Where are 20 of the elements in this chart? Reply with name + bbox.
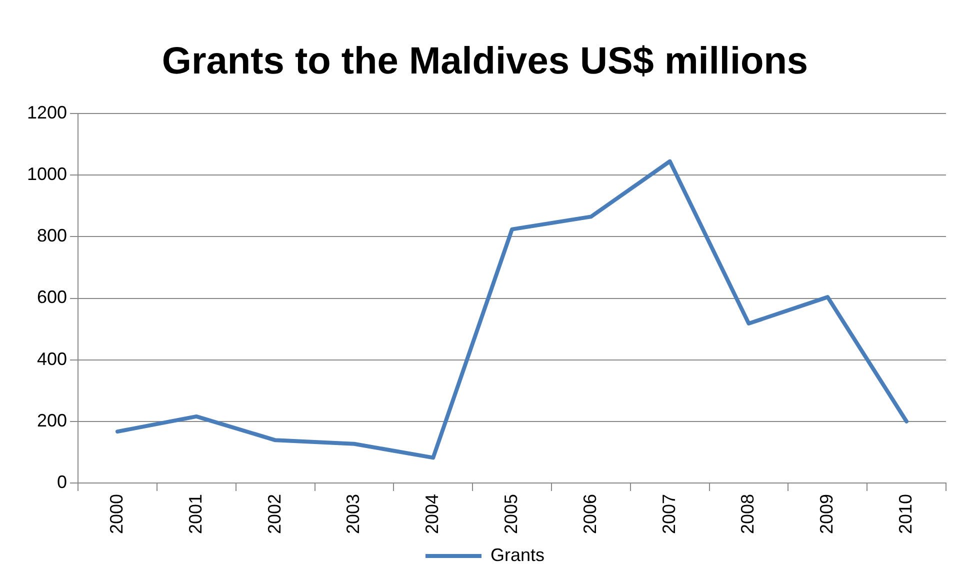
x-tick-label: 2004 xyxy=(422,494,442,534)
x-tick-label: 2002 xyxy=(264,494,284,534)
y-tick-label: 0 xyxy=(57,472,68,492)
chart-title: Grants to the Maldives US$ millions xyxy=(162,40,808,82)
x-tick-label: 2005 xyxy=(500,494,521,534)
y-tick-label: 600 xyxy=(36,287,68,308)
y-tick-label: 800 xyxy=(36,226,68,246)
x-tick-label: 2007 xyxy=(658,494,679,534)
x-tick-label: 2001 xyxy=(185,494,206,534)
x-tick-label: 2006 xyxy=(580,494,600,534)
legend-label: Grants xyxy=(490,544,545,565)
x-tick-label: 2000 xyxy=(106,494,126,534)
x-tick-label: 2010 xyxy=(896,494,916,534)
y-tick-label: 200 xyxy=(36,410,68,430)
y-tick-label: 400 xyxy=(36,348,68,369)
x-tick-label: 2009 xyxy=(816,494,837,534)
x-tick-label: 2008 xyxy=(738,494,758,534)
x-tick-label: 2003 xyxy=(343,494,364,534)
y-tick-label: 1000 xyxy=(26,164,68,184)
y-tick-label: 1200 xyxy=(26,102,68,123)
